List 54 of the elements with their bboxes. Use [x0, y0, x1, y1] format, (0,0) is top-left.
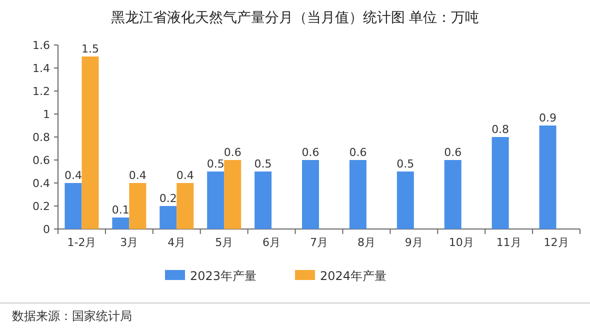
data-label: 0.6	[349, 146, 367, 159]
bar	[302, 160, 319, 229]
bar	[112, 218, 130, 229]
y-tick-label: 0.6	[32, 154, 50, 167]
data-label: 0.4	[128, 169, 146, 182]
data-label: 1.5	[81, 42, 99, 56]
data-label: 0.6	[444, 146, 462, 159]
data-label: 0.4	[176, 169, 194, 182]
bar	[349, 160, 366, 229]
source-note: 数据来源：国家统计局	[12, 309, 132, 323]
y-tick-label: 0.4	[32, 177, 50, 190]
x-tick-label: 10月	[448, 236, 474, 249]
x-tick-label: 8月	[357, 236, 376, 249]
y-tick-label: 1.2	[32, 85, 50, 98]
data-label: 0.8	[492, 123, 510, 136]
bar	[492, 137, 509, 229]
bar	[129, 183, 146, 229]
y-tick-label: 1.6	[32, 39, 50, 52]
bar	[82, 56, 99, 229]
data-label: 0.5	[254, 158, 272, 170]
x-tick-label: 1-2月	[67, 236, 96, 249]
x-tick-label: 4月	[168, 236, 186, 249]
data-label: 0.2	[159, 192, 177, 205]
y-tick-label: 0.2	[32, 200, 50, 213]
y-tick-label: 1	[43, 108, 50, 121]
x-tick-label: 7月	[310, 236, 328, 249]
x-tick-label: 6月	[262, 236, 281, 249]
data-label: 0.6	[302, 146, 320, 159]
bar	[160, 206, 177, 229]
data-label: 0.5	[396, 158, 414, 170]
bar	[224, 160, 242, 229]
bar	[444, 160, 462, 229]
bar	[539, 126, 556, 229]
x-tick-label: 11月	[496, 236, 522, 249]
data-label: 0.5	[206, 158, 224, 170]
x-tick-label: 12月	[544, 236, 569, 249]
legend-label: 2024年产量	[320, 269, 387, 283]
bar	[254, 172, 272, 229]
x-tick-label: 9月	[404, 236, 423, 249]
legend-label: 2023年产量	[190, 269, 257, 283]
bar	[396, 172, 414, 229]
x-tick-label: 5月	[215, 236, 234, 249]
y-tick-label: 0.8	[32, 131, 50, 144]
chart-title: 黑龙江省液化天然气产量分月（当月值）统计图 单位：万吨	[110, 10, 480, 26]
bar	[207, 172, 224, 229]
y-tick-label: 0	[43, 223, 50, 236]
data-label: 0.9	[539, 112, 557, 124]
bar	[64, 183, 82, 229]
data-label: 0.6	[224, 146, 242, 159]
data-label: 0.1	[112, 204, 130, 216]
x-tick-label: 3月	[120, 236, 138, 249]
y-tick-label: 1.4	[32, 62, 50, 75]
data-label: 0.4	[64, 169, 82, 182]
bar	[176, 183, 194, 229]
